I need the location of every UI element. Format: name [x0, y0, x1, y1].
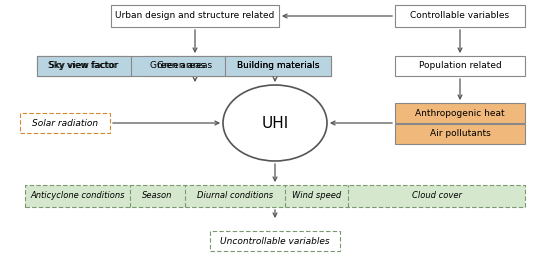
Text: Building materials: Building materials: [236, 62, 319, 70]
Text: Season: Season: [142, 192, 173, 200]
FancyBboxPatch shape: [395, 5, 525, 27]
FancyBboxPatch shape: [225, 56, 331, 76]
Text: Uncontrollable variables: Uncontrollable variables: [220, 236, 330, 246]
FancyBboxPatch shape: [37, 56, 129, 76]
Text: Diurnal conditions: Diurnal conditions: [197, 192, 273, 200]
FancyBboxPatch shape: [395, 124, 525, 144]
Text: Green areas: Green areas: [151, 62, 206, 70]
Text: Anticyclone conditions: Anticyclone conditions: [30, 192, 125, 200]
Text: Controllable variables: Controllable variables: [410, 11, 509, 21]
Text: Sky view factor: Sky view factor: [50, 62, 119, 70]
Text: Population related: Population related: [419, 62, 502, 70]
FancyBboxPatch shape: [395, 56, 525, 76]
Text: Urban design and structure related: Urban design and structure related: [116, 11, 274, 21]
Text: Solar radiation: Solar radiation: [32, 118, 98, 128]
Text: Wind speed: Wind speed: [292, 192, 341, 200]
FancyBboxPatch shape: [145, 56, 225, 76]
Text: UHI: UHI: [261, 116, 289, 130]
FancyBboxPatch shape: [20, 113, 110, 133]
FancyBboxPatch shape: [395, 103, 525, 123]
Text: Green areas: Green areas: [157, 62, 212, 70]
FancyBboxPatch shape: [37, 56, 331, 76]
FancyBboxPatch shape: [210, 231, 340, 251]
FancyBboxPatch shape: [25, 185, 525, 207]
Text: Sky view factor: Sky view factor: [48, 62, 118, 70]
FancyBboxPatch shape: [111, 5, 279, 27]
Text: Anthropogenic heat: Anthropogenic heat: [415, 109, 505, 117]
Text: Building materials: Building materials: [236, 62, 319, 70]
Text: Cloud cover: Cloud cover: [411, 192, 461, 200]
Text: Air pollutants: Air pollutants: [430, 129, 491, 139]
Ellipse shape: [223, 85, 327, 161]
